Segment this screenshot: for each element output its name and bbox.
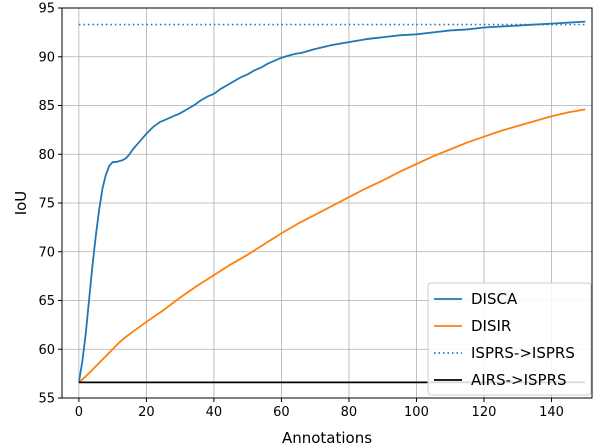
y-tick-label: 80 xyxy=(38,148,55,163)
series-line-0 xyxy=(77,20,586,383)
legend-label-2: ISPRS->ISPRS xyxy=(471,344,575,362)
y-tick-label: 75 xyxy=(38,197,55,212)
x-tick-label: 60 xyxy=(273,405,290,420)
y-tick-label: 70 xyxy=(38,245,55,260)
x-axis-ticks: 0 20 40 60 80 100 120 140 xyxy=(75,398,564,420)
y-tick-label: 95 xyxy=(38,2,55,17)
series-line-1 xyxy=(78,108,586,384)
legend: DISCA DISIR ISPRS->ISPRS AIRS->ISPRS xyxy=(427,282,592,396)
x-tick-label: 40 xyxy=(206,405,223,420)
y-tick-label: 60 xyxy=(38,343,55,358)
y-tick-label: 65 xyxy=(38,294,55,309)
legend-label-1: DISIR xyxy=(471,317,511,335)
x-tick-label: 140 xyxy=(539,405,564,420)
legend-label-0: DISCA xyxy=(471,290,518,308)
x-axis-label: Annotations xyxy=(282,429,372,447)
x-tick-label: 80 xyxy=(341,405,358,420)
legend-box xyxy=(427,282,592,396)
legend-label-3: AIRS->ISPRS xyxy=(471,371,567,389)
x-tick-label: 20 xyxy=(138,405,155,420)
y-tick-label: 90 xyxy=(38,50,55,65)
x-tick-label: 100 xyxy=(404,405,429,420)
y-axis-ticks: 55 60 65 70 75 80 85 90 95 xyxy=(38,2,62,407)
x-tick-label: 0 xyxy=(75,405,83,420)
y-tick-label: 85 xyxy=(38,99,55,114)
y-tick-label: 55 xyxy=(38,392,55,407)
x-tick-label: 120 xyxy=(472,405,497,420)
y-axis-label: IoU xyxy=(12,191,30,216)
